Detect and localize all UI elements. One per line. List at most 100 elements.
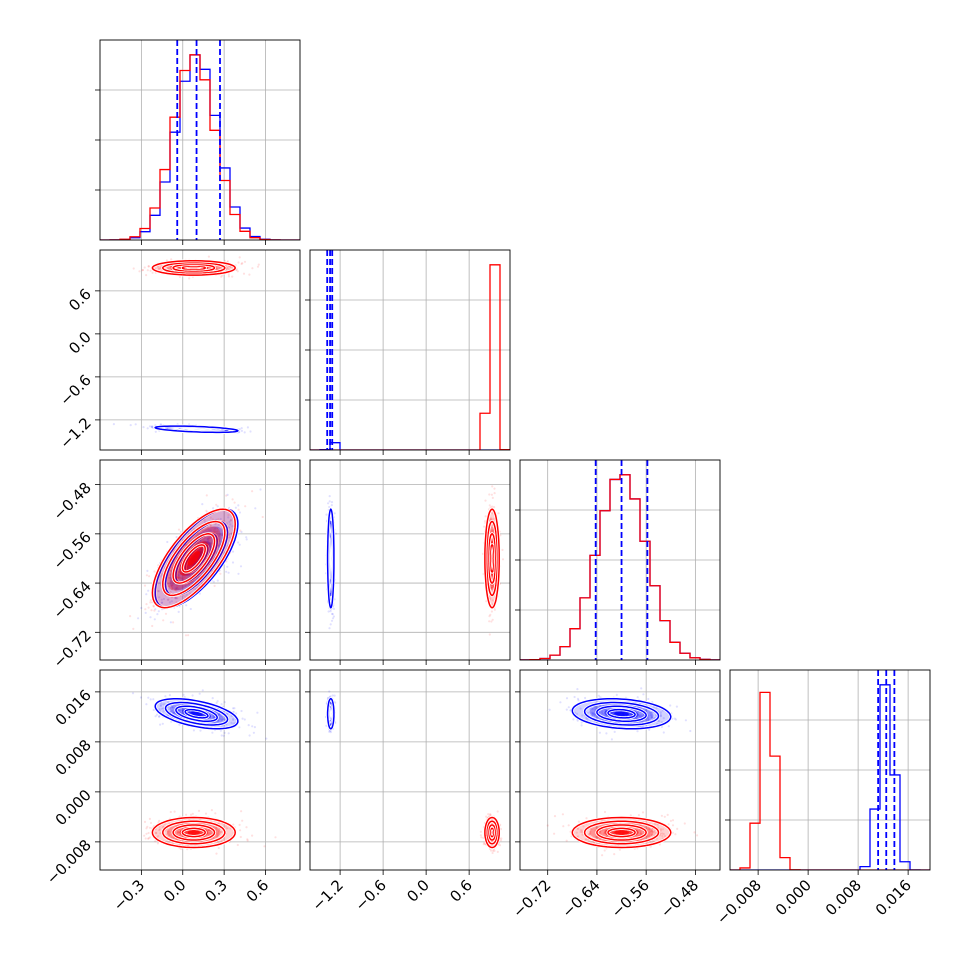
contour-line-series-1 bbox=[172, 533, 216, 584]
scatter-point bbox=[144, 608, 147, 611]
contour-line-series-0 bbox=[326, 698, 335, 730]
scatter-point bbox=[167, 573, 170, 576]
scatter-point bbox=[241, 717, 244, 720]
scatter-point bbox=[233, 501, 236, 504]
scatter-point bbox=[204, 812, 208, 815]
scatter-point bbox=[216, 544, 219, 547]
scatter-point bbox=[213, 584, 216, 588]
scatter-point bbox=[227, 571, 230, 574]
scatter-point bbox=[221, 274, 224, 277]
panel-content bbox=[100, 250, 300, 450]
scatter-point bbox=[144, 837, 147, 840]
scatter-point bbox=[332, 607, 336, 611]
scatter-point bbox=[329, 623, 332, 626]
scatter-point bbox=[240, 427, 243, 430]
scatter-point bbox=[330, 501, 334, 504]
scatter-point bbox=[217, 523, 220, 526]
scatter-point bbox=[162, 703, 165, 706]
scatter-point bbox=[173, 810, 176, 813]
x-tick-label: 0.0 bbox=[160, 876, 190, 906]
scatter-point bbox=[186, 550, 189, 553]
scatter-point bbox=[164, 612, 168, 615]
scatter-point bbox=[207, 255, 210, 258]
scatter-point bbox=[659, 713, 662, 716]
scatter-point bbox=[239, 529, 242, 532]
scatter-point bbox=[132, 627, 135, 631]
scatter-point bbox=[206, 538, 209, 541]
scatter-point bbox=[207, 829, 210, 832]
scatter-point bbox=[149, 599, 152, 602]
scatter-point bbox=[241, 819, 244, 822]
scatter-point bbox=[198, 692, 201, 695]
scatter-point bbox=[192, 580, 195, 584]
scatter-point bbox=[249, 430, 252, 433]
scatter-point bbox=[182, 577, 185, 580]
scatter-point bbox=[245, 538, 248, 541]
scatter-point bbox=[171, 709, 174, 713]
scatter-point bbox=[243, 431, 246, 434]
scatter-point bbox=[488, 615, 491, 618]
scatter-point bbox=[212, 716, 215, 719]
scatter-point bbox=[184, 634, 188, 637]
scatter-point bbox=[246, 426, 249, 429]
scatter-point bbox=[618, 848, 622, 851]
scatter-point bbox=[576, 719, 579, 722]
scatter-point bbox=[236, 843, 239, 847]
scatter-point bbox=[650, 716, 653, 719]
scatter-point bbox=[674, 718, 678, 721]
scatter-point bbox=[253, 726, 256, 729]
scatter-point bbox=[601, 712, 604, 715]
scatter-point bbox=[199, 540, 202, 543]
scatter-point bbox=[227, 273, 230, 276]
scatter-point bbox=[217, 534, 221, 538]
scatter-point bbox=[490, 585, 493, 589]
scatter-point bbox=[158, 267, 161, 270]
scatter-point bbox=[169, 569, 172, 572]
scatter-point bbox=[182, 593, 185, 596]
scatter-point bbox=[212, 580, 215, 583]
scatter-point bbox=[131, 692, 135, 695]
scatter-point bbox=[230, 721, 233, 725]
scatter-point bbox=[152, 605, 155, 608]
scatter-point bbox=[191, 812, 194, 816]
scatter-point bbox=[548, 708, 551, 711]
scatter-point bbox=[646, 717, 650, 720]
panel-3-2: −0.72 −0.64 −0.56 −0.48 bbox=[509, 669, 721, 921]
scatter-point bbox=[185, 593, 188, 597]
scatter-point bbox=[169, 810, 172, 814]
scatter-point bbox=[240, 530, 243, 534]
scatter-point bbox=[218, 714, 221, 717]
scatter-point bbox=[216, 530, 219, 533]
scatter-point bbox=[176, 587, 179, 590]
scatter-point bbox=[208, 529, 211, 532]
x-tick-label: −0.6 bbox=[351, 876, 389, 914]
scatter-point bbox=[330, 619, 334, 622]
contour-line-series-1 bbox=[172, 263, 216, 273]
scatter-point bbox=[238, 511, 241, 514]
scatter-point bbox=[203, 518, 206, 522]
scatter-point bbox=[184, 595, 187, 598]
scatter-point bbox=[576, 688, 579, 691]
scatter-point bbox=[251, 267, 254, 270]
scatter-point bbox=[217, 829, 220, 833]
panel-frame bbox=[519, 459, 721, 661]
scatter-point bbox=[157, 589, 160, 593]
scatter-point bbox=[175, 536, 178, 539]
scatter-point bbox=[146, 825, 149, 828]
scatter-point bbox=[214, 534, 217, 537]
scatter-point bbox=[492, 584, 495, 588]
scatter-point bbox=[223, 546, 226, 549]
histogram-series-1 bbox=[310, 264, 510, 450]
scatter-point bbox=[158, 715, 161, 718]
scatter-point bbox=[479, 830, 482, 833]
scatter-point bbox=[596, 716, 599, 719]
scatter-point bbox=[158, 596, 161, 599]
scatter-point bbox=[142, 426, 145, 429]
scatter-point bbox=[181, 707, 184, 710]
scatter-point bbox=[159, 704, 162, 707]
scatter-point bbox=[559, 701, 562, 704]
scatter-point bbox=[219, 517, 222, 521]
x-tick-label: 0.3 bbox=[201, 876, 231, 906]
scatter-point bbox=[145, 703, 148, 706]
scatter-point bbox=[152, 604, 155, 608]
